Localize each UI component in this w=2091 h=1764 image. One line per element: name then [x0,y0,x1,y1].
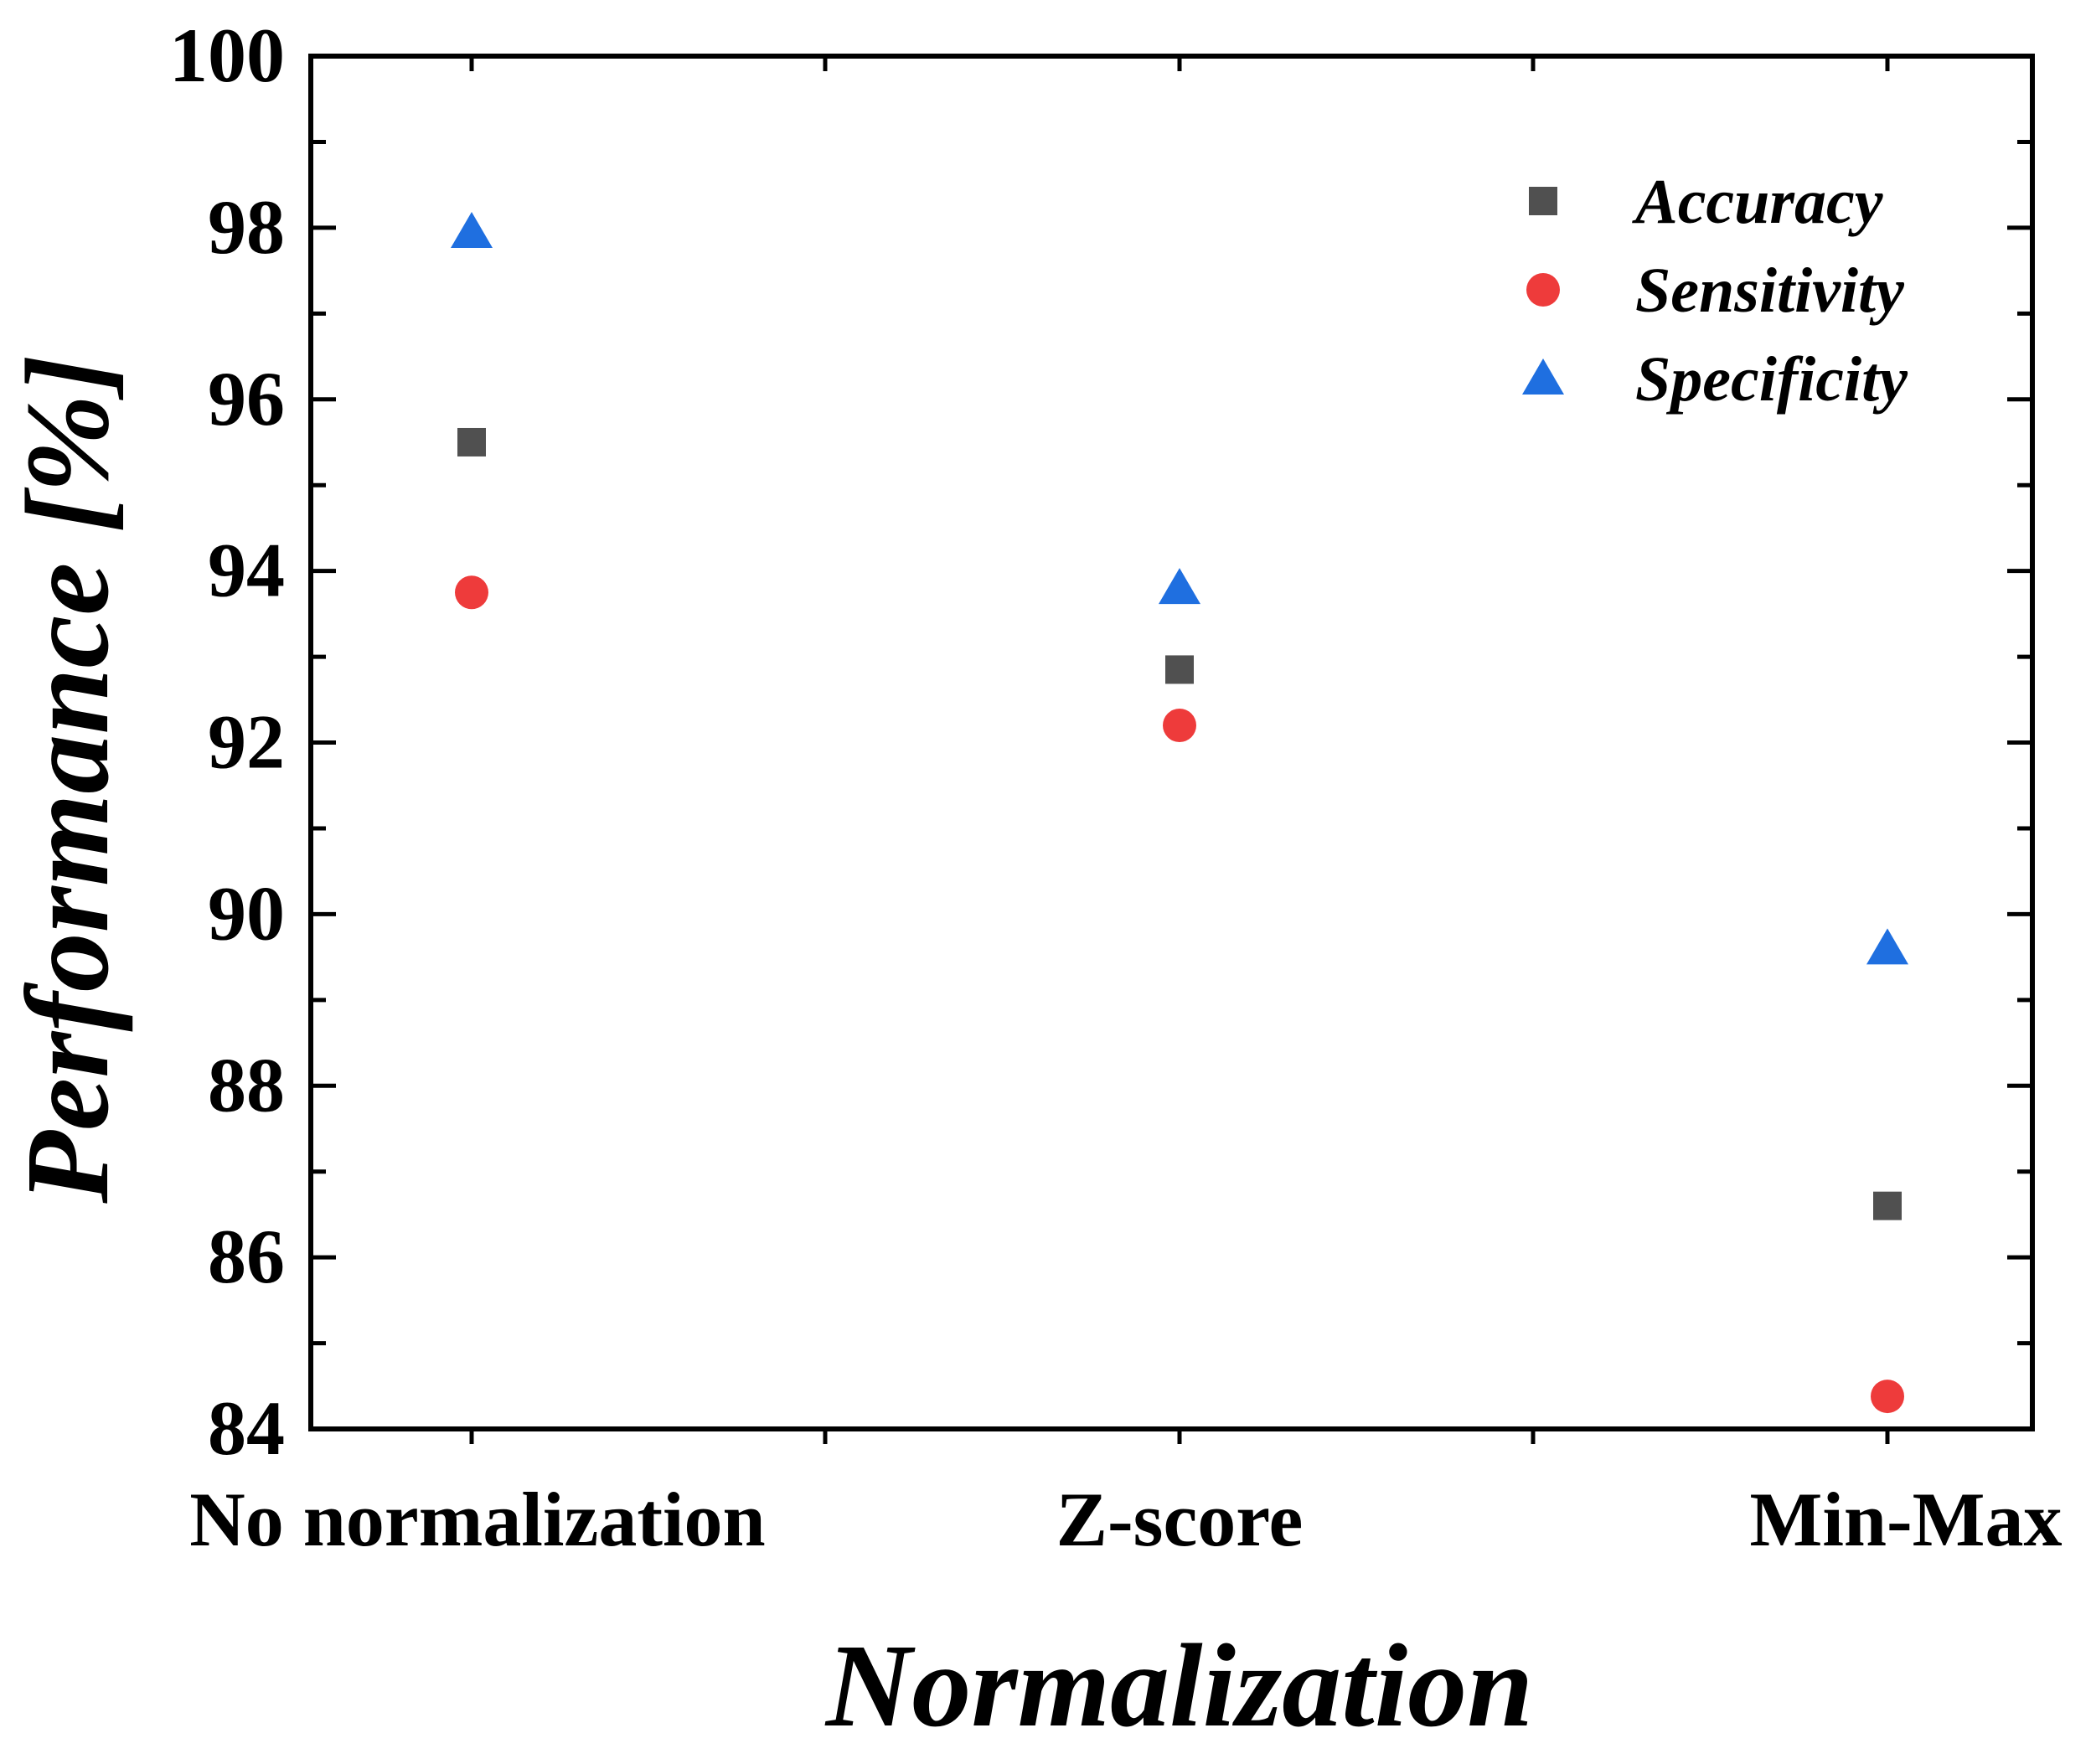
legend: Accuracy Sensitivity Specificity [1522,167,1908,415]
y-tick-label: 98 [208,184,285,270]
x-tick-label: Z-score [1056,1477,1304,1562]
specificity-point [451,211,493,248]
sensitivity-point [1163,709,1196,743]
legend-sensitivity-marker [1526,273,1560,307]
y-tick-label: 94 [208,528,285,613]
x-axis-title: Normalization [824,1619,1533,1751]
sensitivity-point [1871,1380,1904,1414]
x-tick-label: No normalization [189,1477,765,1562]
legend-specificity-marker [1522,358,1564,395]
y-axis-title: Performance [%] [1,354,133,1204]
specificity-point [1866,928,1908,965]
legend-accuracy-marker [1529,187,1557,215]
x-tick-label: Min-Max [1749,1477,2062,1562]
tick-labels: 84 86 88 90 92 94 96 98 100 No normalization Z-sco… [169,13,2063,1562]
legend-specificity-label: Specificity [1635,344,1908,415]
accuracy-point [1873,1191,1902,1220]
accuracy-point [1165,655,1194,684]
axis-ticks [311,54,2032,1444]
data-markers [451,211,1908,1414]
sensitivity-point [455,575,488,610]
legend-sensitivity-label: Sensitivity [1635,255,1904,326]
y-tick-label: 92 [208,699,285,785]
specificity-point [1159,568,1200,605]
legend-accuracy-label: Accuracy [1632,167,1883,237]
y-tick-label: 86 [208,1214,285,1299]
y-tick-label: 100 [169,13,285,98]
y-tick-label: 96 [208,356,285,441]
y-tick-label: 84 [208,1385,285,1471]
y-tick-label: 88 [208,1042,285,1127]
accuracy-point [457,427,486,456]
y-tick-label: 90 [208,870,285,956]
